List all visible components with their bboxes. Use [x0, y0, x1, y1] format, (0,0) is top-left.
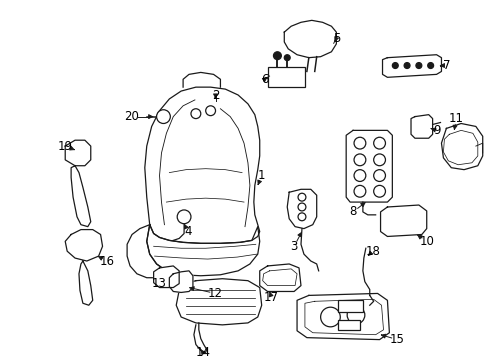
Text: 9: 9: [432, 124, 439, 137]
Text: 13: 13: [152, 277, 166, 290]
Polygon shape: [176, 279, 261, 325]
Polygon shape: [146, 225, 259, 276]
Polygon shape: [441, 123, 482, 170]
Text: 10: 10: [418, 235, 433, 248]
Text: 20: 20: [124, 110, 139, 123]
Text: 16: 16: [100, 255, 115, 267]
Polygon shape: [79, 261, 93, 305]
Circle shape: [177, 210, 191, 224]
Circle shape: [373, 137, 385, 149]
Circle shape: [156, 110, 170, 123]
Circle shape: [320, 307, 340, 327]
Circle shape: [353, 154, 365, 166]
Text: 19: 19: [58, 140, 73, 153]
Polygon shape: [410, 114, 432, 138]
Circle shape: [415, 63, 421, 68]
Text: 15: 15: [389, 333, 404, 346]
Polygon shape: [153, 266, 179, 288]
Circle shape: [373, 185, 385, 197]
Circle shape: [297, 213, 305, 221]
Polygon shape: [346, 130, 391, 202]
Text: 7: 7: [442, 59, 449, 72]
Text: 11: 11: [448, 112, 463, 125]
Text: 4: 4: [184, 225, 191, 238]
Text: 2: 2: [211, 89, 219, 102]
Text: 3: 3: [290, 240, 297, 253]
Polygon shape: [65, 140, 91, 166]
Text: 1: 1: [257, 169, 265, 182]
Circle shape: [353, 185, 365, 197]
Circle shape: [297, 203, 305, 211]
Circle shape: [205, 106, 215, 116]
Circle shape: [297, 193, 305, 201]
Circle shape: [373, 154, 385, 166]
Polygon shape: [284, 21, 336, 58]
Polygon shape: [65, 230, 102, 261]
Bar: [267, 67, 305, 87]
Circle shape: [284, 55, 289, 60]
Polygon shape: [71, 166, 91, 227]
Text: 12: 12: [207, 287, 223, 300]
Circle shape: [391, 63, 397, 68]
Circle shape: [373, 170, 385, 181]
Polygon shape: [380, 205, 426, 237]
Polygon shape: [144, 87, 259, 243]
Circle shape: [346, 306, 364, 324]
Bar: [338, 300, 362, 312]
Text: 8: 8: [348, 206, 356, 219]
Text: 17: 17: [264, 291, 279, 304]
Circle shape: [191, 109, 201, 118]
Polygon shape: [127, 225, 166, 278]
Circle shape: [353, 137, 365, 149]
Text: 5: 5: [332, 32, 339, 45]
Circle shape: [273, 52, 281, 60]
Polygon shape: [169, 271, 193, 292]
Polygon shape: [382, 55, 441, 77]
Circle shape: [427, 63, 433, 68]
Circle shape: [353, 170, 365, 181]
Circle shape: [403, 63, 409, 68]
Text: 18: 18: [365, 245, 379, 258]
Polygon shape: [259, 264, 301, 292]
Text: 6: 6: [261, 73, 268, 86]
Bar: [338, 320, 359, 330]
Polygon shape: [286, 189, 316, 229]
Polygon shape: [296, 293, 388, 339]
Text: 14: 14: [195, 346, 210, 359]
